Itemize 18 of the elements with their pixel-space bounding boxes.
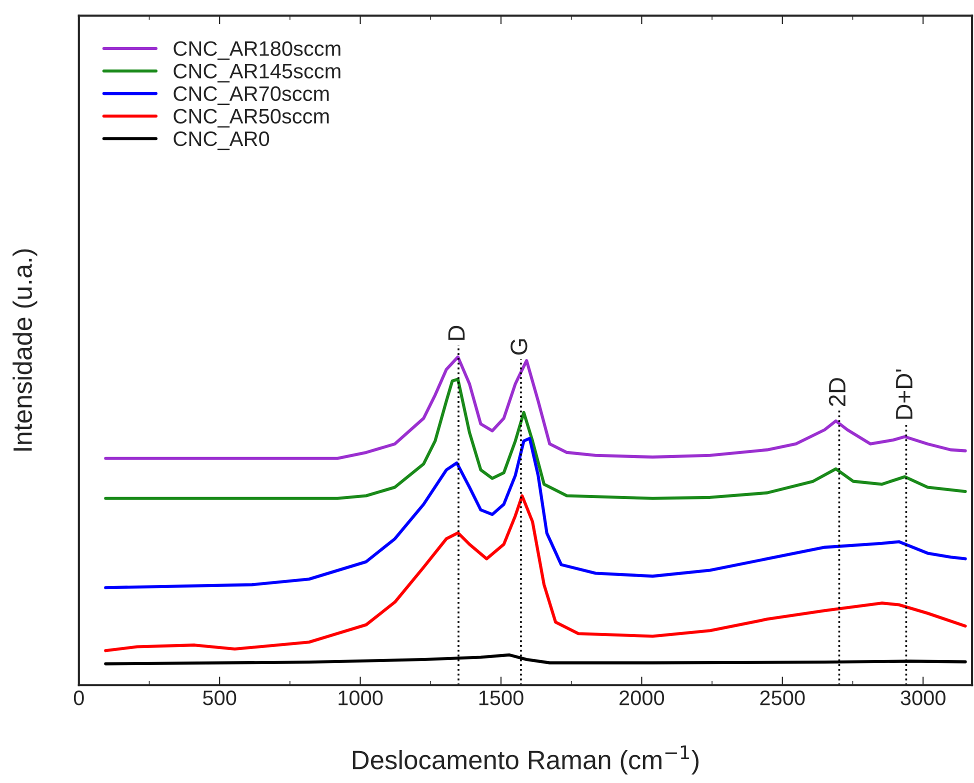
ref-line-label: D+D' [896,370,912,419]
x-tick-label: 1500 [479,690,524,706]
x-tick-label: 1000 [338,690,383,706]
x-axis-title: Deslocamento Raman (cm$^{−1}$) [352,746,699,775]
legend-label: CNC_AR70sccm [174,86,329,105]
x-tick-label: 0 [74,690,84,706]
x-tick-label: 3000 [900,690,946,706]
ref-line-label: G [510,339,528,355]
x-tick-label: 2000 [620,690,664,706]
legend-label: CNC_AR0 [174,131,270,150]
y-axis-title: Intensidade (u.a.) [12,249,38,451]
legend-label: CNC_AR180sccm [174,41,340,60]
x-tick-label: 500 [203,690,236,706]
legend-label: CNC_AR145sccm [174,64,340,82]
ref-line-label: D [448,326,465,340]
ref-line-label: 2D [828,378,846,406]
x-tick-label: 2500 [760,690,805,706]
legend-label: CNC_AR50sccm [174,108,329,128]
